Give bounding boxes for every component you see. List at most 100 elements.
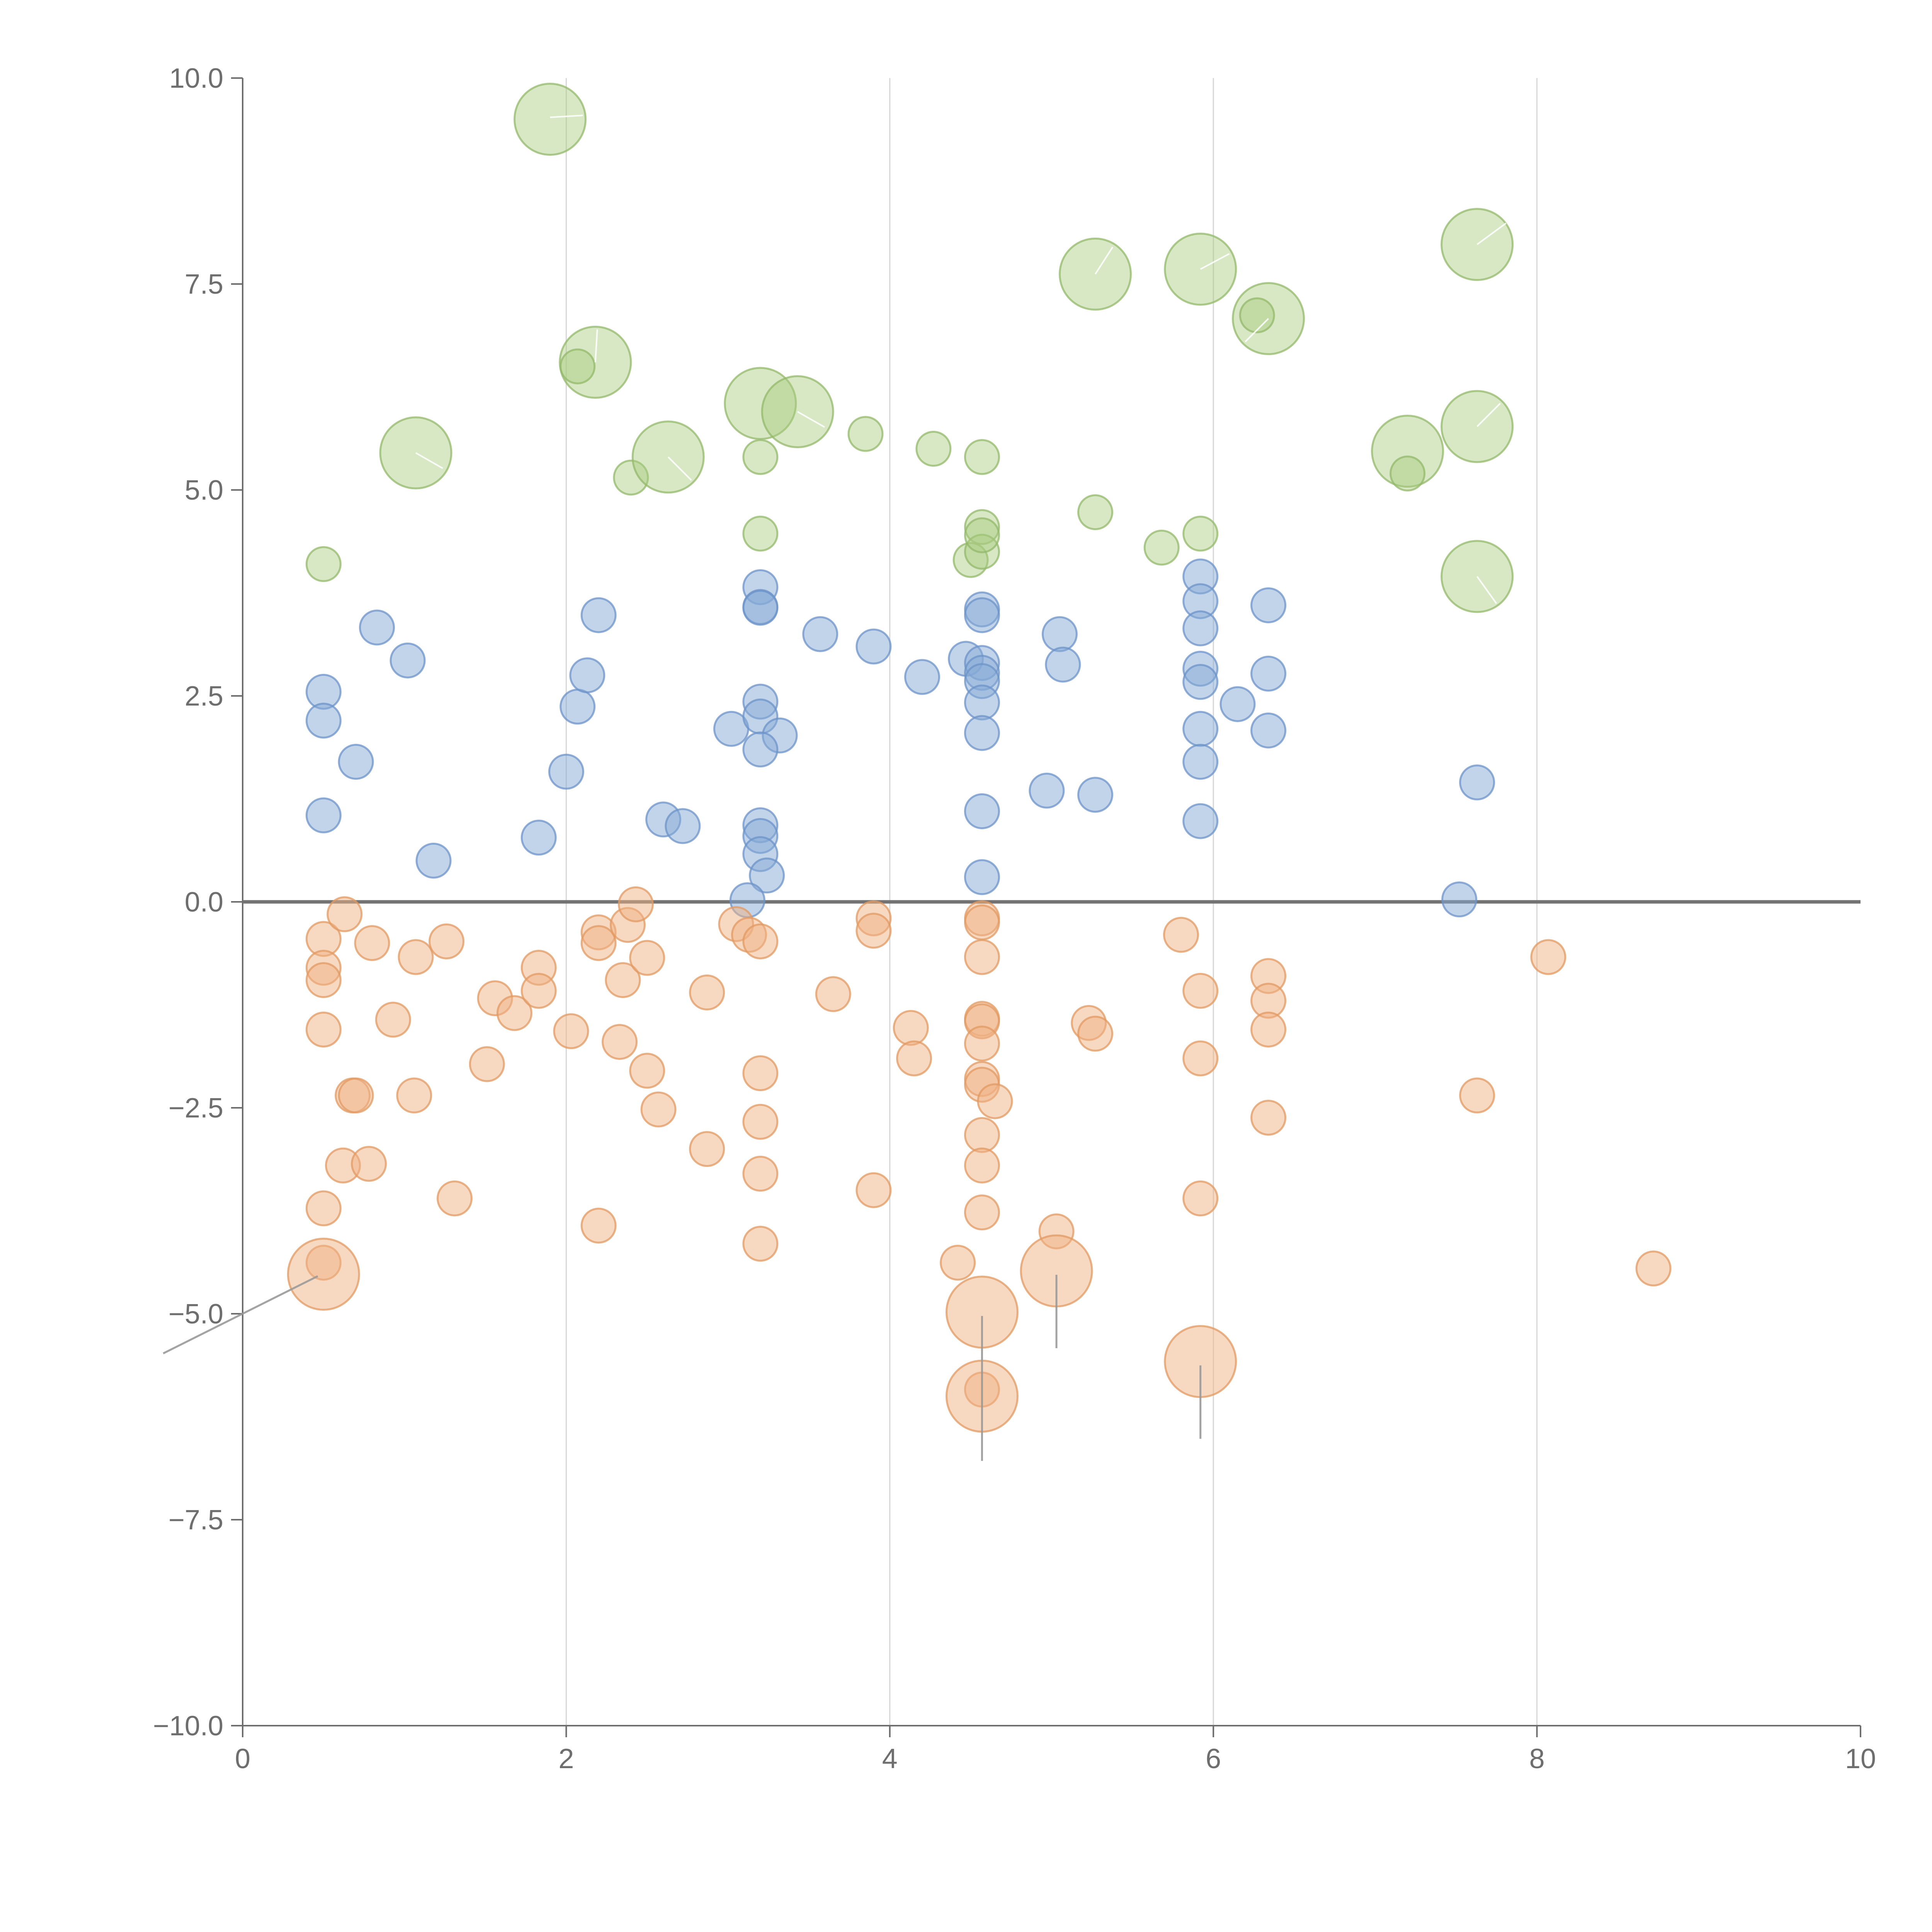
data-point-low xyxy=(520,973,557,1009)
data-point-low xyxy=(896,1040,932,1077)
data-point-mid xyxy=(1441,881,1478,918)
x-tick-label: 0 xyxy=(235,1743,250,1774)
data-point-mid xyxy=(305,702,342,739)
data-point-low xyxy=(1250,1011,1287,1048)
data-point-low xyxy=(617,886,654,922)
data-point-mid xyxy=(580,597,617,633)
annotation-leader-line xyxy=(550,114,583,118)
data-point-low xyxy=(327,896,363,932)
data-point-low xyxy=(893,1010,929,1046)
annotation-leader-line xyxy=(594,329,598,362)
data-point-low xyxy=(629,1053,665,1089)
data-point-mid xyxy=(855,628,892,665)
data-point-mid xyxy=(1250,655,1287,692)
data-point-mid xyxy=(1029,772,1065,809)
data-point-low xyxy=(580,1208,617,1244)
data-point-mid xyxy=(389,642,426,679)
data-point-mid xyxy=(1182,664,1219,700)
y-tick-label: −5.0 xyxy=(168,1299,223,1330)
data-point-low xyxy=(1530,939,1566,975)
data-point-mid xyxy=(1182,744,1219,780)
data-point-high xyxy=(742,439,779,475)
annotation-leader-line xyxy=(163,1275,318,1354)
data-point-low xyxy=(580,925,617,961)
data-point-low xyxy=(742,1226,779,1262)
data-point-low xyxy=(1077,1015,1114,1052)
data-point-high xyxy=(1239,297,1275,333)
data-point-mid xyxy=(1459,764,1495,801)
data-point-mid xyxy=(1250,587,1287,623)
data-point-low xyxy=(305,1190,342,1226)
data-point-mid xyxy=(1250,713,1287,749)
data-point-low xyxy=(629,940,665,976)
data-point-high xyxy=(742,515,779,552)
data-point-low xyxy=(742,1104,779,1140)
data-point-high xyxy=(964,509,1000,545)
data-point-mid xyxy=(964,859,1000,895)
data-point-low xyxy=(354,925,390,961)
data-point-mid xyxy=(802,616,838,652)
data-point-low xyxy=(1635,1250,1672,1287)
data-point-low xyxy=(964,1026,1000,1062)
data-point-mid xyxy=(560,689,596,725)
data-point-high xyxy=(964,517,1000,553)
data-point-mid xyxy=(1045,646,1081,683)
data-point-mid xyxy=(548,753,584,790)
data-point-mid xyxy=(520,820,557,856)
data-point-mid xyxy=(742,731,779,768)
data-point-mid xyxy=(1182,610,1219,646)
annotation-leader-line xyxy=(1094,247,1114,275)
y-tick-label: 2.5 xyxy=(185,681,223,712)
y-tick-label: −7.5 xyxy=(168,1505,223,1536)
y-tick-label: −2.5 xyxy=(168,1093,223,1124)
data-point-low xyxy=(640,1091,677,1128)
data-point-low xyxy=(689,975,725,1011)
data-points xyxy=(287,83,1672,1433)
data-point-mid xyxy=(1182,711,1219,747)
data-point-low xyxy=(305,962,342,998)
y-tick-label: 7.5 xyxy=(185,269,223,300)
x-tick-label: 4 xyxy=(882,1743,898,1774)
data-point-low xyxy=(1182,973,1219,1009)
annotation-leader-line xyxy=(667,456,692,481)
data-point-mid xyxy=(305,797,342,833)
annotation-leader-line xyxy=(1476,576,1497,604)
data-point-high xyxy=(1389,455,1426,492)
data-point-low xyxy=(553,1013,589,1049)
x-tick-label: 6 xyxy=(1206,1743,1221,1774)
annotation-leader-line xyxy=(1476,223,1507,245)
data-point-mid xyxy=(338,744,374,780)
data-point-low xyxy=(396,1077,432,1114)
data-point-mid xyxy=(749,857,785,894)
data-point-high xyxy=(613,459,649,496)
y-tick-label: 0.0 xyxy=(185,887,223,918)
data-point-low xyxy=(689,1131,725,1167)
data-point-high xyxy=(560,348,596,384)
data-point-high xyxy=(1182,515,1219,552)
data-point-high xyxy=(964,439,1000,475)
y-tick-label: 10.0 xyxy=(169,63,223,94)
data-point-mid xyxy=(415,842,452,879)
data-point-low xyxy=(815,976,851,1012)
x-tick-label: 8 xyxy=(1529,1743,1545,1774)
annotation-leader-line xyxy=(1245,318,1269,342)
data-point-low xyxy=(602,1024,638,1060)
data-point-low xyxy=(855,1172,892,1208)
annotation-leader-line xyxy=(1200,253,1230,270)
data-point-mid xyxy=(964,793,1000,829)
data-point-mid xyxy=(742,590,779,626)
data-point-high xyxy=(1077,494,1114,531)
data-point-mid xyxy=(1041,616,1078,652)
data-point-low xyxy=(964,904,1000,940)
axes: 10.0 7.5 5.0 2.5 0.0 −2.5 −5.0 −7.5 −10.0 0 2 4 6 8 10 xyxy=(153,63,1876,1774)
data-point-low xyxy=(964,939,1000,975)
data-point-low xyxy=(1163,917,1199,953)
data-point-low xyxy=(398,939,434,975)
data-point-mid xyxy=(1219,686,1256,722)
data-point-low xyxy=(605,962,641,998)
data-point-low xyxy=(429,923,465,959)
data-point-high xyxy=(1371,415,1444,488)
data-point-low xyxy=(742,1156,779,1192)
data-point-high xyxy=(1143,529,1180,566)
